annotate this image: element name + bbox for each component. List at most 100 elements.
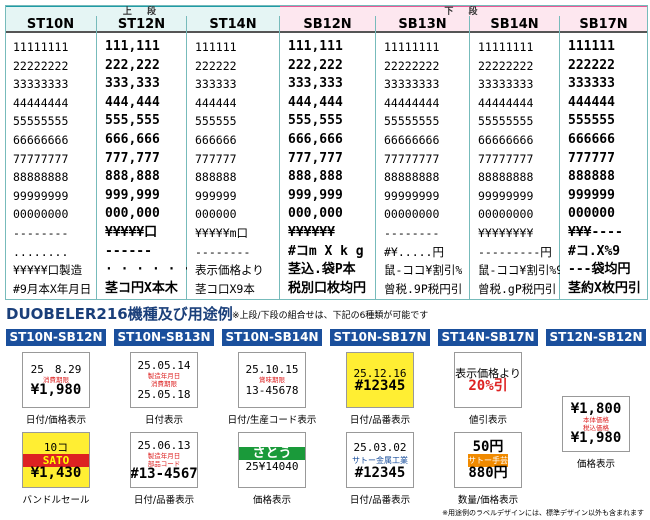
print-sample: 444,444: [105, 94, 160, 110]
group-header: 下 段: [280, 5, 648, 17]
print-sample: --------: [195, 244, 251, 259]
combo-tab: ST12N-SB12N: [546, 329, 646, 346]
print-sample: 222,222: [288, 57, 343, 73]
label-line: ¥1,980: [570, 430, 622, 446]
print-sample: 66666666: [384, 133, 440, 147]
combo-tab: ST14N-SB17N: [438, 329, 538, 346]
label-line: 製造年月日: [147, 452, 181, 460]
print-sample: 22222222: [384, 58, 440, 73]
print-sample: ¥¥¥¥¥¥¥¥: [478, 226, 534, 240]
column-header: SB12N: [280, 16, 375, 33]
print-sample: 55555555: [478, 114, 534, 129]
print-sample: 000000: [195, 207, 237, 222]
print-sample: 000000: [568, 206, 615, 222]
print-sample: ¥¥¥¥¥口製造: [13, 263, 83, 278]
column-header: SB17N: [560, 16, 647, 33]
print-sample: 55555555: [13, 114, 69, 129]
print-sample: 茎込.袋P本: [288, 262, 356, 278]
label-example: さとう 25¥14040: [238, 432, 306, 488]
print-sample: 999,999: [288, 187, 343, 203]
label-line: サトー金属工業: [352, 455, 408, 465]
print-sample: 66666666: [13, 133, 69, 147]
example-caption: 価格表示: [576, 459, 615, 470]
print-sample: 00000000: [13, 207, 69, 222]
print-sample: #9月本X年月日: [13, 281, 92, 296]
print-sample: 333,333: [288, 76, 343, 92]
print-sample: 77777777: [13, 151, 69, 166]
label-line: 25.03.02: [353, 440, 407, 454]
print-sample: 曾税.gP税円引: [478, 281, 557, 296]
label-line: サトー手芸: [468, 453, 508, 467]
example-caption: 日付/品番表示: [349, 415, 411, 426]
print-sample: 99999999: [478, 188, 534, 203]
example-caption: 値引表示: [468, 415, 507, 426]
print-sample: 111,111: [288, 39, 343, 54]
print-sample: 666666: [568, 132, 615, 147]
example-caption: 日付/品番表示: [133, 495, 195, 506]
print-sample: · · · · · ·: [105, 262, 192, 278]
column-header: ST12N: [97, 16, 186, 33]
print-sample: 茎コ円X本木: [105, 280, 178, 296]
print-sample: 44444444: [478, 95, 534, 110]
table-column: ST14N 111111 222222 333333 444444 555555 66666…: [187, 16, 280, 299]
label-example: 25.06.13 製造年月日 部品コード #13-4567: [130, 432, 198, 488]
print-sample: 00000000: [384, 207, 440, 222]
label-line: ¥1,980: [30, 382, 82, 398]
label-line: 10コ: [43, 440, 69, 454]
table-column: SB12N 111,111 222,222 333,333 444,444 555,555…: [280, 16, 376, 299]
print-sample: 999,999: [105, 187, 160, 203]
label-line: 13-45678: [245, 384, 299, 397]
label-line: 製造年月日: [147, 372, 181, 380]
example-caption: 日付表示: [144, 415, 183, 426]
print-sample: 111111: [568, 39, 615, 54]
print-sample: 555,555: [288, 113, 343, 129]
print-sample: 222,222: [105, 57, 160, 73]
table-column: ST10N 11111111 22222222 33333333 44444444 555…: [5, 16, 97, 299]
print-sample: 55555555: [384, 114, 440, 129]
print-sample: 666666: [195, 133, 237, 147]
print-sample: ---袋均円: [568, 262, 631, 278]
print-sample: 22222222: [13, 58, 69, 73]
print-sample: ¥¥¥¥¥m口: [195, 226, 249, 240]
print-sample: 666,666: [288, 132, 343, 147]
combo-tab: ST10N-SB14N: [222, 329, 322, 346]
table-column: SB17N 111111 222222 333333 444444 555555 66666…: [560, 16, 648, 299]
print-sample: 777777: [568, 150, 615, 166]
label-line: 25.05.14: [137, 359, 191, 372]
label-line: 部品コード: [147, 460, 181, 468]
label-line: 賞味期限: [259, 376, 285, 384]
print-sample: 99999999: [384, 188, 440, 203]
print-sample: 333333: [568, 76, 615, 92]
print-sample: 333333: [195, 77, 237, 92]
table-column: SB14N 11111111 22222222 33333333 44444444 555…: [470, 16, 563, 299]
print-sample: 777,777: [105, 150, 160, 166]
example-caption: 日付/品番表示: [349, 495, 411, 506]
label-example: 25.03.02 サトー金属工業 #12345: [346, 432, 414, 488]
label-line: 税込価格: [583, 424, 609, 432]
print-sample: 22222222: [478, 58, 534, 73]
print-sample: 茎コ口X9本: [195, 281, 255, 296]
print-sample: 999999: [195, 188, 237, 203]
print-sample: 000,000: [105, 206, 160, 222]
print-sample: 33333333: [384, 77, 440, 92]
combo-tab: ST10N-SB12N: [6, 329, 106, 346]
label-example: ¥1,800 本体価格 税込価格 ¥1,980: [562, 396, 630, 452]
print-sample: ---------円: [478, 244, 552, 259]
table-border: [5, 5, 648, 300]
print-sample: 444444: [195, 95, 237, 110]
print-sample: 888,888: [105, 169, 160, 185]
print-sample: ¥¥¥----: [568, 225, 623, 240]
label-line: #12345: [354, 464, 406, 481]
example-caption: 日付/価格表示: [25, 415, 87, 426]
print-sample: 77777777: [384, 151, 440, 166]
print-sample: 茎約X枚円引: [568, 280, 641, 296]
print-sample: 99999999: [13, 188, 69, 203]
print-sample: 33333333: [13, 77, 69, 92]
label-line: 表示価格より: [455, 367, 521, 380]
label-line: 本体価格: [583, 416, 609, 424]
label-line: 25.10.15: [245, 363, 299, 376]
print-sample: 11111111: [13, 40, 69, 54]
print-sample: 33333333: [478, 77, 534, 92]
print-sample: 税別口枚均円: [288, 280, 367, 296]
print-sample: 222222: [568, 57, 615, 73]
